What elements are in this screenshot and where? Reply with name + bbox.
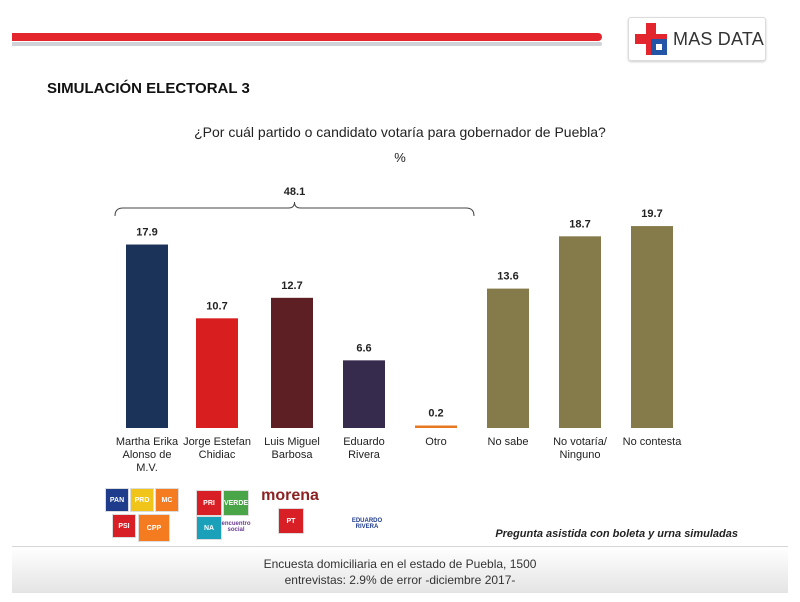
category-label-1: Jorge Estefan Chidiac [183, 436, 251, 461]
party-logo-10: PT [278, 508, 304, 534]
group-bracket [114, 201, 475, 217]
mas-data-logo: MAS DATA [628, 17, 766, 61]
bar-2 [271, 297, 313, 428]
category-label-3: Eduardo Rivera [343, 436, 385, 461]
page-title: SIMULACIÓN ELECTORAL 3 [47, 80, 250, 97]
footnote: Pregunta asistida con boleta y urna simu… [495, 528, 738, 540]
bar-3 [343, 360, 385, 428]
header-grey-bar [12, 42, 602, 46]
bar-1 [196, 318, 238, 428]
bar-chart: 17.9 Martha Erika Alonso de M.V. 10.7 Jorge E… [114, 186, 683, 474]
party-logo-0: PAN [105, 488, 129, 512]
bar-6 [559, 236, 601, 428]
header-red-bar [12, 33, 602, 41]
party-logo-5: PRI [196, 490, 222, 516]
category-label-4: Otro [425, 436, 446, 448]
bar-5 [487, 288, 529, 428]
party-logo-7: NA [196, 516, 222, 540]
footer-band [12, 546, 788, 593]
party-logo-1: PRD [130, 488, 154, 512]
footer-line-1: Encuesta domiciliaria en el estado de Pu… [263, 557, 537, 571]
party-logo-9: morena [261, 487, 319, 504]
party-logo-8: encuentro social [221, 521, 251, 533]
data-label-4: 0.2 [428, 408, 443, 420]
data-label-5: 13.6 [497, 271, 518, 283]
category-label-7: No contesta [623, 436, 683, 448]
bracket-label: 48.1 [284, 186, 305, 198]
cross-logo-icon [635, 23, 667, 55]
bar-7 [631, 226, 673, 428]
footer-text: Encuesta domiciliaria en el estado de Pu… [0, 556, 800, 588]
data-label-2: 12.7 [281, 280, 302, 292]
category-label-2: Luis Miguel Barbosa [264, 436, 320, 461]
party-logo-11: EDUARDO RIVERA [351, 518, 383, 530]
category-label-5: No sabe [488, 436, 529, 448]
brand-name: MAS DATA [673, 28, 764, 49]
party-logo-2: MC [155, 488, 179, 512]
chart-unit: % [394, 150, 406, 165]
data-label-1: 10.7 [206, 300, 227, 312]
data-label-0: 17.9 [136, 227, 157, 239]
data-label-3: 6.6 [356, 342, 371, 354]
chart-title: ¿Por cuál partido o candidato votaría pa… [194, 124, 606, 140]
party-logo-4: CPP [138, 514, 170, 542]
party-logo-3: PSI [112, 514, 136, 538]
bar-0 [126, 244, 168, 428]
footer-line-2: entrevistas: 2.9% de error -diciembre 20… [284, 573, 516, 587]
data-label-6: 18.7 [569, 218, 590, 230]
party-logo-6: VERDE [223, 490, 249, 516]
data-label-7: 19.7 [641, 208, 662, 220]
category-label-0: Martha Erika Alonso de M.V. [116, 436, 179, 474]
category-label-6: No votaría/Ninguno [553, 436, 608, 461]
bar-4 [415, 425, 457, 428]
